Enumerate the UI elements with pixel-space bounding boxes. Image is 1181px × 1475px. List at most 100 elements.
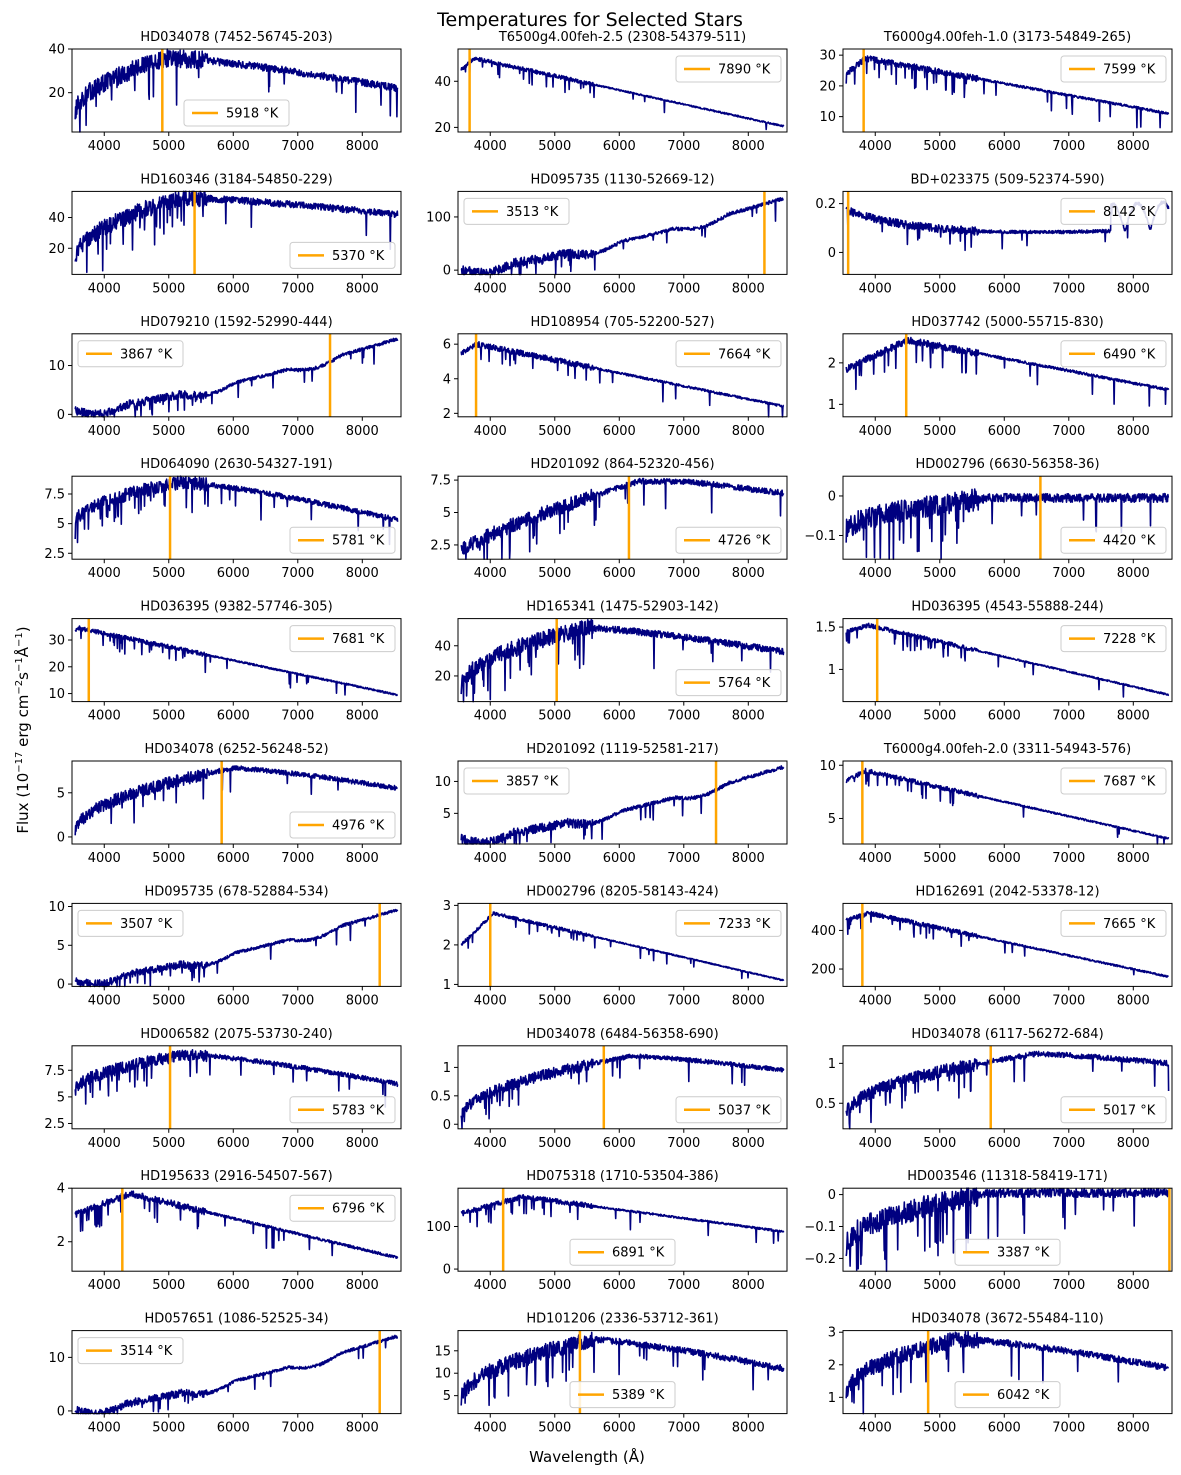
y-tick-label: 1 — [828, 1057, 836, 1072]
x-tick-label: 8000 — [346, 1421, 379, 1436]
legend-label: 6891 °K — [612, 1246, 665, 1261]
x-tick-label: 7000 — [1052, 281, 1085, 296]
x-tick-label: 7000 — [281, 1136, 314, 1151]
x-tick-label: 8000 — [1117, 1421, 1150, 1436]
legend-label: 5764 °K — [718, 676, 771, 691]
x-tick-label: 6000 — [988, 424, 1021, 439]
subplot-title: HD165341 (1475-52903-142) — [526, 600, 718, 615]
x-tick-label: 7000 — [281, 851, 314, 866]
x-tick-label: 6000 — [988, 1136, 1021, 1151]
x-tick-label: 6000 — [217, 281, 250, 296]
axes-frame — [71, 618, 402, 703]
x-tick-label: 5000 — [923, 281, 956, 296]
subplot-5: HD095735 (1130-52669-12) 4000 5000 6000 7000… — [426, 172, 788, 296]
figure-title: Temperatures for Selected Stars — [436, 9, 743, 31]
legend: 3514 °K — [77, 1337, 184, 1365]
x-tick-label: 5000 — [538, 139, 571, 154]
axes-frame — [457, 1187, 788, 1272]
x-tick-label: 4000 — [859, 424, 892, 439]
subplot-27: HD003546 (11318-58419-171) 4000 5000 6000 70… — [804, 1169, 1173, 1293]
subplot-title: HD160346 (3184-54850-229) — [140, 172, 332, 187]
subplot-12: HD002796 (6630-56358-36) 4000 5000 6000 7000… — [804, 457, 1173, 581]
x-tick-label: 6000 — [988, 851, 1021, 866]
y-tick-label: 1 — [443, 978, 451, 993]
x-tick-label: 7000 — [1052, 139, 1085, 154]
x-tick-label: 7000 — [281, 424, 314, 439]
legend-label: 8142 °K — [1103, 205, 1156, 220]
subplot-title: HD036395 (4543-55888-244) — [911, 600, 1103, 615]
x-tick-label: 4000 — [859, 139, 892, 154]
x-tick-label: 4000 — [859, 1136, 892, 1151]
legend: 8142 °K — [1060, 197, 1167, 225]
x-tick-label: 8000 — [1117, 566, 1150, 581]
x-tick-label: 8000 — [346, 139, 379, 154]
legend-label: 5918 °K — [226, 107, 279, 122]
axes-frame — [842, 190, 1173, 275]
axes-frame — [457, 1330, 788, 1415]
spectrum-line — [74, 337, 399, 418]
x-tick-label: 6000 — [603, 709, 636, 724]
x-tick-label: 8000 — [732, 281, 765, 296]
y-tick-label: 40 — [434, 639, 451, 654]
subplot-title: HD034078 (6252-56248-52) — [144, 742, 328, 757]
x-tick-label: 6000 — [603, 424, 636, 439]
legend-box — [289, 625, 396, 653]
x-tick-label: 7000 — [1052, 993, 1085, 1008]
subplot-title: HD162691 (2042-53378-12) — [915, 884, 1099, 899]
legend-label: 5389 °K — [612, 1388, 665, 1403]
subplot-title: HD095735 (678-52884-534) — [144, 884, 328, 899]
subplot-title: HD034078 (3672-55484-110) — [911, 1312, 1103, 1327]
x-tick-label: 8000 — [732, 1278, 765, 1293]
y-tick-label: 5 — [828, 812, 836, 827]
x-tick-label: 8000 — [1117, 281, 1150, 296]
x-tick-label: 8000 — [346, 566, 379, 581]
subplot-title: HD108954 (705-52200-527) — [530, 315, 714, 330]
x-tick-label: 8000 — [732, 709, 765, 724]
legend-box — [77, 909, 184, 937]
x-tick-label: 8000 — [732, 1421, 765, 1436]
x-tick-label: 7000 — [667, 709, 700, 724]
spectrum-line — [460, 1053, 785, 1130]
y-tick-label: 0.5 — [430, 1089, 451, 1104]
axes-frame — [842, 618, 1173, 703]
subplot-title: HD037742 (5000-55715-830) — [911, 315, 1103, 330]
axes-frame — [842, 1330, 1173, 1415]
x-tick-label: 6000 — [603, 1278, 636, 1293]
subplot-9: HD037742 (5000-55715-830) 4000 5000 6000 700… — [828, 315, 1173, 439]
axes-frame — [842, 760, 1173, 845]
legend-label: 5017 °K — [1103, 1103, 1156, 1118]
axes-frame — [457, 1045, 788, 1130]
x-tick-label: 7000 — [667, 993, 700, 1008]
x-tick-label: 8000 — [346, 993, 379, 1008]
x-tick-label: 6000 — [988, 709, 1021, 724]
subplot-18: T6000g4.00feh-2.0 (3311-54943-576) 4000 50… — [819, 742, 1173, 866]
x-tick-label: 4000 — [474, 281, 507, 296]
legend-box — [183, 99, 290, 127]
x-tick-label: 4000 — [474, 709, 507, 724]
subplot-title: HD002796 (8205-58143-424) — [526, 884, 718, 899]
x-tick-label: 7000 — [667, 139, 700, 154]
axes-frame — [457, 333, 788, 418]
legend-label: 3507 °K — [120, 917, 173, 932]
legend: 3387 °K — [954, 1238, 1061, 1266]
x-tick-label: 7000 — [281, 1278, 314, 1293]
subplot-title: BD+023375 (509-52374-590) — [910, 172, 1104, 187]
legend-box — [1060, 55, 1167, 83]
subplot-23: HD034078 (6484-56358-690) 4000 5000 6000 700… — [430, 1027, 788, 1151]
subplot-title: HD201092 (864-52320-456) — [530, 457, 714, 472]
subplot-21: HD162691 (2042-53378-12) 4000 5000 6000 7000… — [811, 884, 1173, 1008]
x-tick-label: 4000 — [88, 709, 121, 724]
x-tick-label: 4000 — [474, 993, 507, 1008]
legend-label: 3867 °K — [120, 347, 173, 362]
x-tick-label: 4000 — [88, 1421, 121, 1436]
x-tick-label: 5000 — [538, 566, 571, 581]
x-tick-label: 8000 — [1117, 139, 1150, 154]
y-tick-label: 15 — [434, 1344, 451, 1359]
legend-label: 6796 °K — [332, 1202, 385, 1217]
x-tick-label: 4000 — [88, 993, 121, 1008]
subplot-title: HD034078 (7452-56745-203) — [140, 30, 332, 45]
axes-frame — [457, 475, 788, 560]
subplot-4: HD160346 (3184-54850-229) 4000 5000 6000 700… — [48, 172, 402, 296]
y-tick-label: 5 — [443, 807, 451, 822]
